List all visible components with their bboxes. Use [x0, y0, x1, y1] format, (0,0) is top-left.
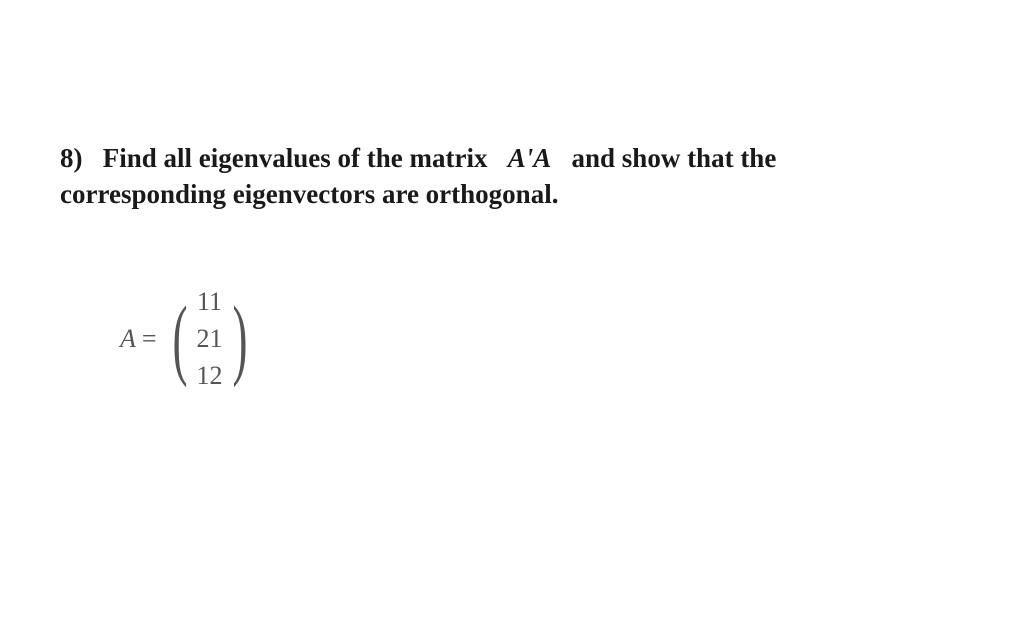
- question-text-part1: Find all eigenvalues of the matrix: [103, 143, 488, 173]
- matrix-row-3: 12: [197, 357, 223, 394]
- question-text-part2: and show that the: [572, 143, 777, 173]
- math-expression: A'A: [508, 143, 552, 173]
- matrix-body: ( 11 21 12 ): [165, 283, 255, 394]
- question-number: 8): [60, 143, 83, 173]
- right-paren-icon: ): [232, 298, 247, 379]
- space2: [558, 143, 572, 173]
- left-paren-icon: (: [172, 298, 187, 379]
- space: [494, 143, 508, 173]
- question-text: 8) Find all eigenvalues of the matrix A'…: [60, 140, 964, 213]
- matrix-row-1: 11: [197, 283, 222, 320]
- matrix-content: 11 21 12: [195, 283, 225, 394]
- matrix-equation: A = ( 11 21 12 ): [120, 283, 964, 394]
- matrix-equals: =: [142, 324, 157, 354]
- question-text-line2: corresponding eigenvectors are orthogona…: [60, 179, 558, 209]
- question-container: 8) Find all eigenvalues of the matrix A'…: [60, 140, 964, 394]
- matrix-row-2: 21: [197, 320, 223, 357]
- matrix-label: A: [120, 324, 136, 354]
- question-space: [89, 143, 103, 173]
